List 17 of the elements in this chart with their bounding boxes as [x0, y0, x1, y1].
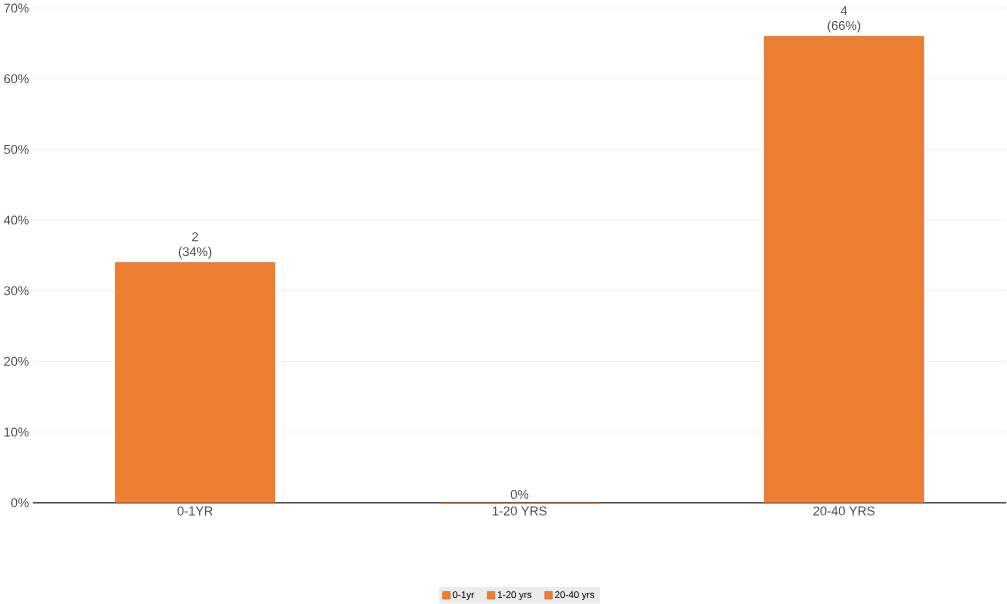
legend-label: 20-40 yrs [555, 591, 595, 601]
y-tick-label: 20% [4, 356, 29, 366]
data-label: 0% [510, 490, 529, 500]
x-tick-label: 1-20 YRS [492, 506, 547, 516]
y-tick-label: 10% [4, 427, 29, 437]
y-tick-label: 40% [3, 215, 29, 225]
legend-label: 1-20 yrs [497, 591, 532, 601]
legend-label: 0-1yr [452, 591, 475, 601]
y-tick-label: 30% [4, 286, 29, 296]
data-label: 2 (34%) [178, 232, 212, 259]
x-tick-label: 20-40 YRS [813, 506, 875, 516]
data-label: 4 (66%) [827, 6, 861, 33]
x-tick-label: 0-1YR [177, 506, 213, 516]
y-tick-label: 70% [4, 3, 29, 13]
y-tick-label: 0% [11, 498, 29, 508]
y-tick-label: 60% [4, 74, 29, 84]
y-tick-label: 50% [4, 144, 29, 154]
